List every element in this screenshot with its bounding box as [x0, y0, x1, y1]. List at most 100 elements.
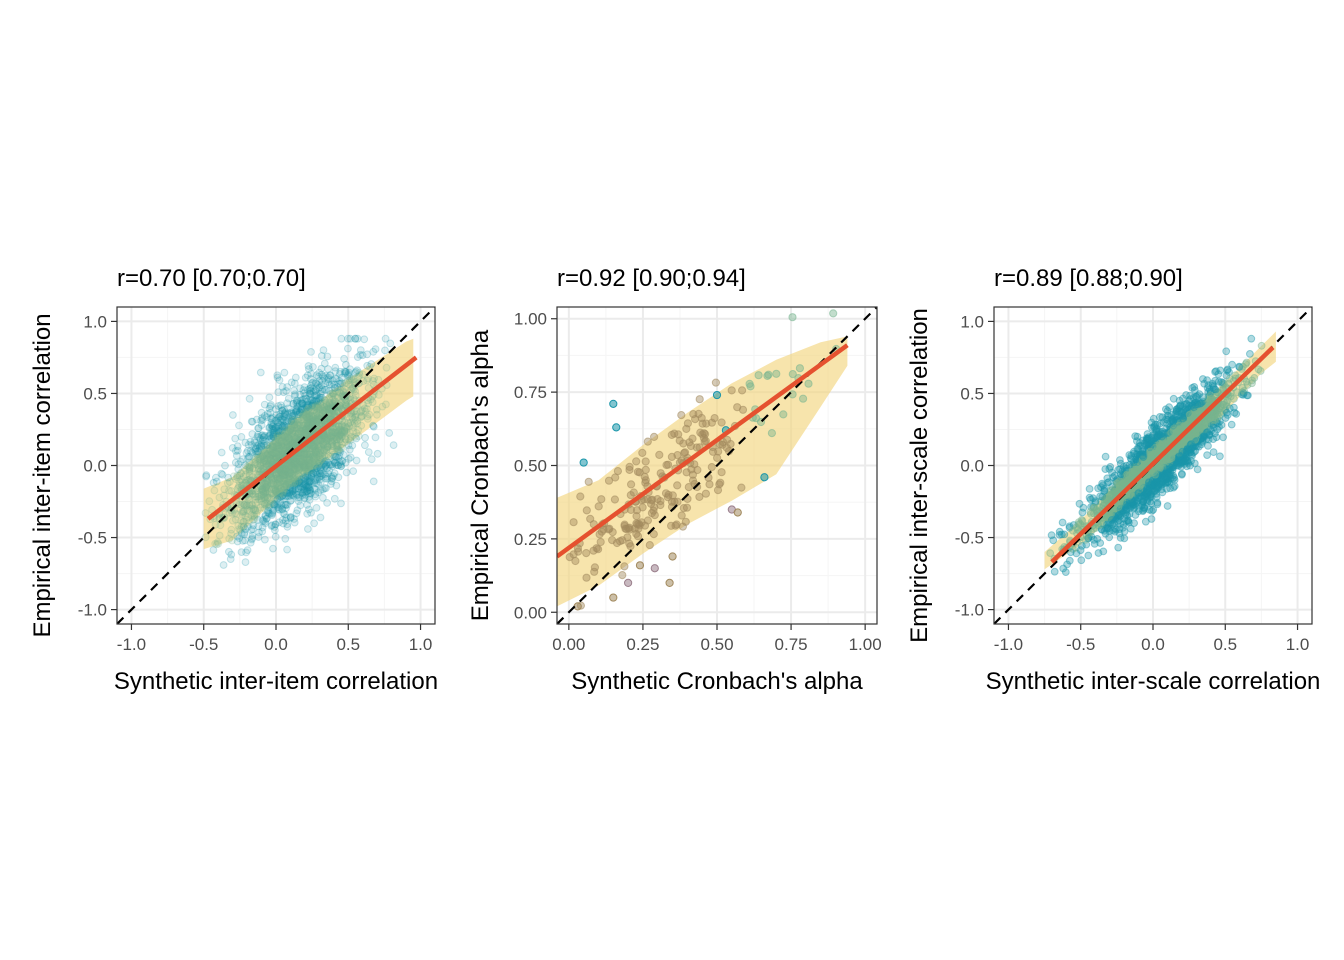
- data-point: [299, 463, 308, 472]
- data-point: [280, 368, 289, 377]
- data-point: [281, 470, 290, 479]
- data-point: [340, 428, 349, 437]
- data-point: [258, 485, 267, 493]
- data-point: [259, 435, 267, 444]
- data-point: [259, 487, 267, 496]
- data-point: [234, 460, 243, 469]
- data-point: [273, 484, 282, 493]
- data-point: [314, 413, 323, 422]
- data-point: [330, 428, 339, 437]
- data-point: [344, 334, 352, 343]
- data-point: [311, 411, 320, 420]
- data-point: [643, 516, 653, 525]
- data-point: [295, 477, 304, 486]
- data-point: [241, 466, 250, 474]
- data-point: [301, 458, 310, 467]
- data-point: [276, 466, 284, 475]
- data-point: [255, 444, 264, 453]
- data-point: [275, 436, 283, 445]
- data-point: [265, 424, 274, 432]
- data-point: [323, 433, 331, 442]
- data-point: [333, 445, 342, 454]
- data-point: [327, 432, 336, 441]
- data-point: [269, 544, 277, 553]
- panel-inter-scale-correlation: -1.0 -0.5 0.0 0.5 1.0-1.0-0.50.00.51.0r=0.89…: [906, 265, 1320, 695]
- data-point: [289, 485, 297, 494]
- data-point: [328, 474, 337, 482]
- data-point: [1114, 543, 1123, 552]
- data-point: [310, 464, 319, 473]
- data-point: [307, 448, 315, 457]
- data-point: [688, 476, 698, 485]
- data-point: [352, 456, 361, 465]
- data-point: [338, 428, 347, 437]
- data-point: [267, 457, 276, 466]
- data-point: [318, 406, 327, 415]
- data-point: [291, 464, 300, 473]
- data-point: [286, 424, 295, 433]
- data-point: [249, 464, 258, 473]
- data-point: [209, 546, 218, 554]
- data-point: [303, 467, 312, 476]
- data-point: [277, 450, 286, 459]
- data-point: [303, 487, 312, 496]
- data-point: [302, 412, 311, 421]
- y-tick-label: 0.75: [514, 383, 547, 402]
- data-point: [301, 460, 310, 469]
- data-point: [335, 446, 344, 455]
- data-point: [333, 447, 342, 456]
- data-point: [314, 410, 323, 418]
- data-point: [279, 432, 288, 441]
- data-point: [322, 472, 331, 481]
- data-point: [309, 387, 318, 396]
- data-point: [311, 448, 320, 457]
- data-point: [320, 452, 329, 460]
- data-point: [258, 523, 267, 532]
- data-point: [304, 452, 313, 461]
- data-point: [320, 432, 329, 441]
- data-point: [245, 471, 254, 480]
- data-point: [319, 440, 328, 449]
- data-point: [312, 409, 321, 418]
- data-point: [233, 473, 242, 482]
- data-point: [302, 460, 311, 468]
- data-point: [333, 441, 342, 450]
- data-point: [296, 419, 304, 427]
- data-point: [311, 446, 320, 455]
- data-point: [244, 441, 253, 449]
- data-point: [245, 467, 254, 475]
- data-point: [300, 474, 308, 483]
- data-point: [295, 459, 304, 468]
- data-point: [363, 376, 371, 385]
- data-point: [284, 440, 293, 448]
- data-point: [582, 506, 591, 515]
- data-point: [608, 536, 617, 545]
- data-point: [341, 368, 350, 376]
- data-point: [239, 455, 247, 464]
- data-point: [282, 416, 290, 425]
- data-point: [241, 536, 249, 545]
- data-point: [338, 401, 347, 409]
- data-point: [303, 413, 312, 422]
- data-point: [257, 431, 266, 440]
- data-point: [319, 446, 328, 455]
- data-point: [342, 425, 351, 434]
- data-point: [337, 499, 345, 508]
- data-point: [291, 480, 300, 489]
- data-point: [327, 438, 336, 446]
- data-point: [253, 506, 262, 515]
- data-point: [1223, 365, 1232, 374]
- data-point: [294, 419, 303, 427]
- data-point: [306, 476, 314, 485]
- data-point: [298, 400, 307, 408]
- x-tick-label: 0.5: [336, 635, 360, 654]
- data-point: [290, 459, 299, 468]
- data-point: [745, 379, 754, 388]
- data-point: [276, 484, 285, 493]
- data-point: [293, 452, 302, 460]
- data-point: [254, 533, 263, 541]
- data-point: [242, 449, 251, 457]
- data-point: [324, 405, 333, 413]
- data-point: [332, 425, 341, 434]
